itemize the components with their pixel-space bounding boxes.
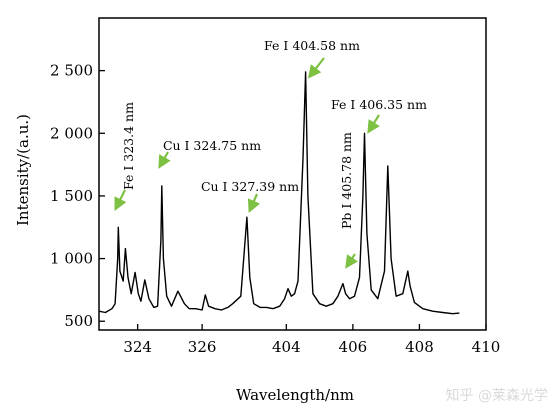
- x-tick-label: 408: [405, 338, 434, 356]
- peak-label: Fe I 406.35 nm: [331, 97, 427, 112]
- peak-arrow: [307, 57, 325, 79]
- y-tick-label: 1 500: [50, 187, 93, 205]
- watermark-text: 知乎 @莱森光学: [445, 388, 548, 404]
- peak-arrow: [114, 189, 127, 211]
- plot-frame: [98, 17, 487, 331]
- spectrum-line: [98, 185, 216, 314]
- x-tick-label: 324: [123, 338, 152, 356]
- y-tick-label: 2 000: [50, 124, 93, 142]
- spectrum-line: [272, 71, 460, 315]
- x-tick-label: 404: [272, 338, 301, 356]
- peak-arrow: [158, 151, 171, 169]
- y-axis-title: Intensity/(a.u.): [14, 114, 32, 226]
- y-tick-label: 2 500: [50, 62, 93, 80]
- peak-arrow: [247, 193, 261, 214]
- peak-arrow: [345, 253, 358, 269]
- spectrum-line: [214, 216, 274, 311]
- peak-label: Fe I 323.4 nm: [121, 102, 136, 190]
- x-axis-title: Wavelength/nm: [236, 386, 354, 404]
- peak-label: Fe I 404.58 nm: [264, 38, 360, 53]
- y-tick-label: 500: [64, 312, 93, 330]
- x-tick-label: 326: [188, 338, 217, 356]
- x-tick-label: 410: [472, 338, 501, 356]
- y-tick-label: 1 000: [50, 250, 93, 268]
- peak-label: Cu I 327.39 nm: [201, 179, 299, 194]
- peak-label: Cu I 324.75 nm: [163, 138, 261, 153]
- x-tick-label: 406: [339, 338, 368, 356]
- peak-label: Pb I 405.78 nm: [339, 132, 354, 229]
- peak-arrow: [367, 114, 380, 134]
